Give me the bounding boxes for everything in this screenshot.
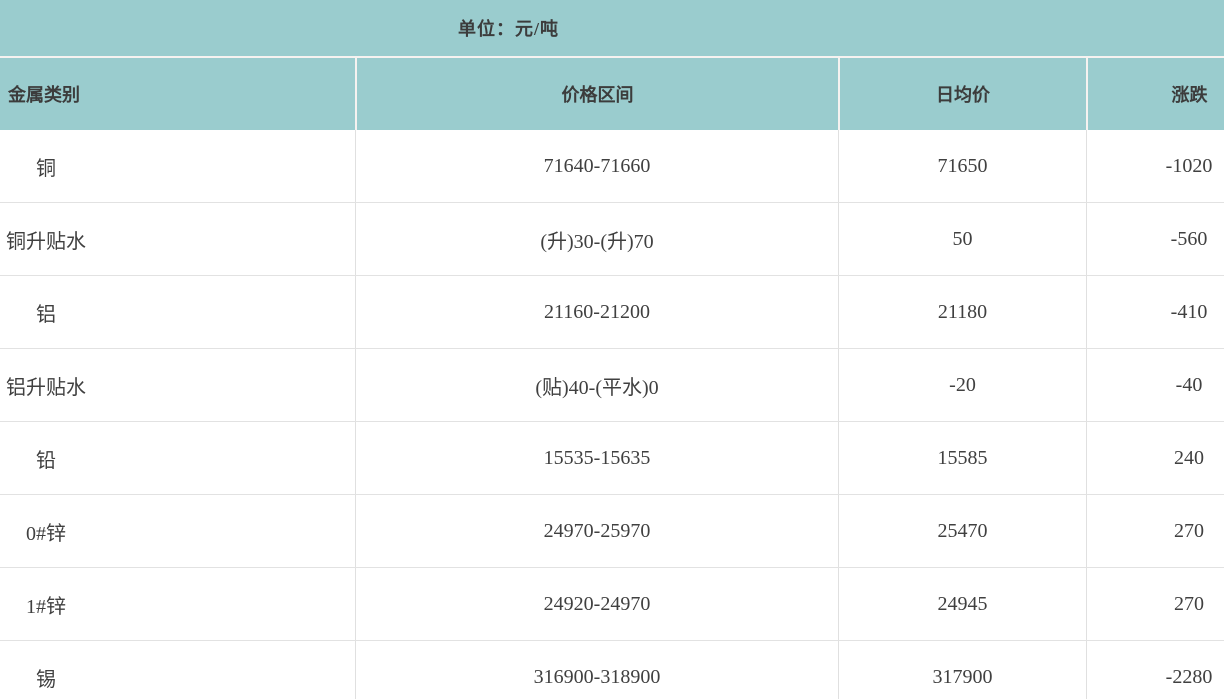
avg-price-value: 317900 — [932, 665, 993, 688]
price-range-cell: 71640-71660 — [355, 130, 838, 202]
price-range-value: (升)30-(升)70 — [540, 230, 654, 253]
metal-cell: 锡 — [0, 641, 355, 699]
header-price-range: 价格区间 — [355, 58, 838, 130]
table-row: 铅 15535-15635 15585 240 — [0, 422, 1224, 495]
header-metal-category: 金属类别 — [0, 58, 355, 130]
avg-price-value: 21180 — [937, 300, 988, 323]
change-value: -560 — [1170, 227, 1208, 250]
avg-price-cell: 24945 — [838, 568, 1086, 640]
header-daily-avg: 日均价 — [838, 58, 1086, 130]
change-cell: 240 — [1086, 422, 1224, 494]
avg-price-cell: 317900 — [838, 641, 1086, 699]
avg-price-cell: 50 — [838, 203, 1086, 275]
metal-name: 铅 — [36, 449, 56, 472]
metal-cell: 铝升贴水 — [0, 349, 355, 421]
metal-cell: 铜升贴水 — [0, 203, 355, 275]
price-range-value: (贴)40-(平水)0 — [535, 376, 659, 399]
table-row: 1#锌 24920-24970 24945 270 — [0, 568, 1224, 641]
change-value: -2280 — [1165, 665, 1213, 688]
price-range-value: 24970-25970 — [543, 519, 651, 542]
table-row: 铜 71640-71660 71650 -1020 — [0, 130, 1224, 203]
unit-caption: 单位：元/吨 — [458, 19, 560, 39]
header-price-range-label: 价格区间 — [561, 85, 634, 105]
metal-name: 0#锌 — [26, 522, 66, 545]
table-row: 铝升贴水 (贴)40-(平水)0 -20 -40 — [0, 349, 1224, 422]
metal-cell: 1#锌 — [0, 568, 355, 640]
change-cell: -2280 — [1086, 641, 1224, 699]
table-row: 铜升贴水 (升)30-(升)70 50 -560 — [0, 203, 1224, 276]
price-range-cell: 316900-318900 — [355, 641, 838, 699]
table-body: 铜 71640-71660 71650 -1020 铜升贴水 (升)30-(升)… — [0, 130, 1224, 699]
header-daily-avg-label: 日均价 — [936, 85, 990, 105]
price-range-cell: (升)30-(升)70 — [355, 203, 838, 275]
avg-price-cell: 21180 — [838, 276, 1086, 348]
avg-price-cell: 15585 — [838, 422, 1086, 494]
change-cell: -1020 — [1086, 130, 1224, 202]
change-cell: -40 — [1086, 349, 1224, 421]
table-row: 锡 316900-318900 317900 -2280 — [0, 641, 1224, 699]
metal-name: 铜 — [36, 157, 56, 180]
avg-price-value: 25470 — [937, 519, 988, 542]
avg-price-value: 71650 — [937, 154, 988, 177]
table-row: 0#锌 24970-25970 25470 270 — [0, 495, 1224, 568]
metal-name: 铝 — [36, 303, 56, 326]
avg-price-value: -20 — [949, 373, 976, 396]
metal-cell: 0#锌 — [0, 495, 355, 567]
avg-price-cell: 25470 — [838, 495, 1086, 567]
change-value: 270 — [1174, 519, 1204, 542]
price-range-cell: 24920-24970 — [355, 568, 838, 640]
avg-price-value: 15585 — [937, 446, 988, 469]
avg-price-cell: 71650 — [838, 130, 1086, 202]
metal-name: 锡 — [36, 668, 56, 691]
change-value: 270 — [1174, 592, 1204, 615]
header-metal-category-label: 金属类别 — [8, 85, 80, 105]
metal-cell: 铅 — [0, 422, 355, 494]
metal-name: 1#锌 — [26, 595, 66, 618]
avg-price-value: 50 — [952, 227, 973, 250]
price-range-cell: 24970-25970 — [355, 495, 838, 567]
change-value: -1020 — [1165, 154, 1213, 177]
change-cell: -560 — [1086, 203, 1224, 275]
header-change: 涨跌 — [1086, 58, 1224, 130]
price-range-value: 71640-71660 — [543, 154, 651, 177]
price-range-cell: 21160-21200 — [355, 276, 838, 348]
unit-caption-band: 单位：元/吨 — [0, 0, 1224, 58]
table-row: 铝 21160-21200 21180 -410 — [0, 276, 1224, 349]
change-value: -410 — [1170, 300, 1208, 323]
metal-name: 铜升贴水 — [6, 230, 86, 253]
price-range-value: 15535-15635 — [543, 446, 651, 469]
price-range-value: 316900-318900 — [533, 665, 661, 688]
change-cell: 270 — [1086, 495, 1224, 567]
change-cell: -410 — [1086, 276, 1224, 348]
table-header-row: 金属类别 价格区间 日均价 涨跌 — [0, 58, 1224, 130]
price-range-value: 21160-21200 — [544, 300, 650, 323]
change-cell: 270 — [1086, 568, 1224, 640]
avg-price-value: 24945 — [937, 592, 988, 615]
metal-name: 铝升贴水 — [6, 376, 86, 399]
avg-price-cell: -20 — [838, 349, 1086, 421]
change-value: -40 — [1175, 373, 1203, 396]
price-range-cell: (贴)40-(平水)0 — [355, 349, 838, 421]
header-change-label: 涨跌 — [1171, 85, 1208, 105]
price-range-cell: 15535-15635 — [355, 422, 838, 494]
price-range-value: 24920-24970 — [543, 592, 651, 615]
change-value: 240 — [1174, 446, 1204, 469]
metal-cell: 铝 — [0, 276, 355, 348]
metal-cell: 铜 — [0, 130, 355, 202]
